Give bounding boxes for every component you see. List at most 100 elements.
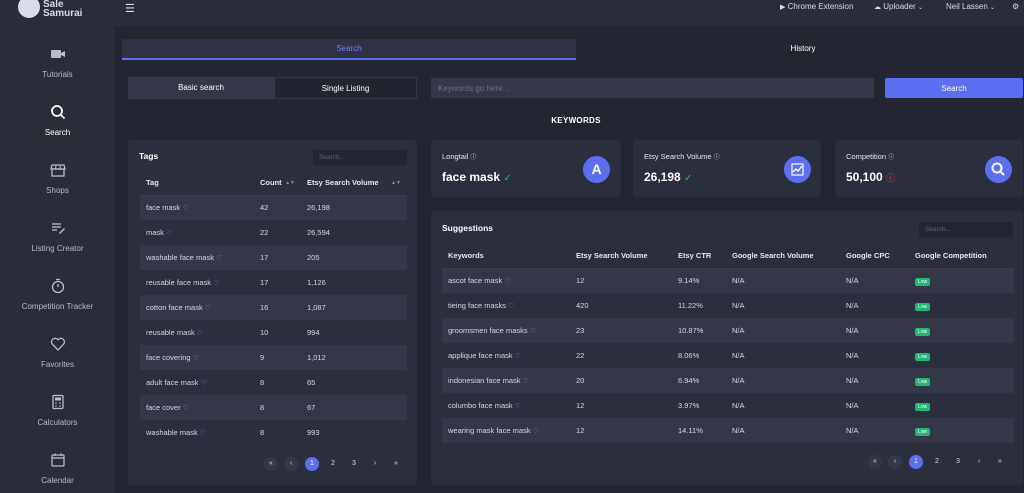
etsy-search-volume-value: 26,198 ✓ [644,170,692,184]
keyword-name: indonesian face mask [448,376,521,385]
tag-name: face mask [146,203,181,213]
column-header-count[interactable]: Count ▲▼ [254,171,301,196]
status-badge: Low [915,377,931,386]
page-button[interactable]: 2 [331,460,335,467]
volume-cell: 23 [570,318,672,343]
gear-icon[interactable]: ⚙ [1012,2,1020,11]
heart-icon[interactable]: ♡ [213,280,220,287]
google-volume-cell: N/A [726,318,840,343]
tags-title: Tags [139,151,159,161]
menu-icon[interactable]: ☰ [125,3,135,15]
sidebar-item-label: Calculators [37,418,78,427]
heart-icon[interactable]: ♡ [514,403,521,410]
suggestions-panel: Suggestions Keywords Etsy Search Volume … [431,211,1023,485]
page-button[interactable]: 3 [352,460,356,467]
column-header-etsy-search-volume[interactable]: Etsy Search Volume ▲▼ [301,171,407,196]
keyword-search-input[interactable] [431,78,874,98]
heart-icon[interactable]: ♡ [192,355,199,362]
info-icon[interactable]: ⓘ [713,155,720,161]
heart-icon[interactable]: ♡ [200,380,207,387]
prev-page-button[interactable]: ‹ [284,457,298,471]
sidebar-item-label: Competition Tracker [21,302,94,311]
column-label: Tag [146,178,159,188]
user-dropdown[interactable]: Neil Lassen ⌄ [946,2,995,11]
sidebar-item-favorites[interactable]: Favorites [0,336,115,394]
count-cell: 10 [254,320,301,345]
sidebar-item-search[interactable]: Search [0,104,115,162]
page-button[interactable]: 1 [305,457,319,471]
ctr-cell: 11.22% [672,293,726,318]
stat-value-text: 26,198 [644,170,681,184]
tab-search[interactable]: Search [122,39,576,60]
next-page-button[interactable]: › [373,460,377,467]
column-header-google-search-volume[interactable]: Google Search Volume [726,244,840,269]
tag-name: cotton face mask [146,303,203,312]
basic-search-toggle[interactable]: Basic search [128,77,274,99]
tag-cell: face covering ♡ [140,345,254,370]
heart-icon[interactable]: ♡ [182,405,189,412]
heart-icon[interactable]: ♡ [514,353,521,360]
tags-search-input[interactable] [313,150,407,165]
sort-icon: ▲▼ [391,180,401,187]
page-button[interactable]: 3 [956,458,960,465]
heart-icon[interactable]: ♡ [504,278,511,286]
first-page-button[interactable]: « [264,457,278,471]
volume-cell: 205 [301,245,407,270]
suggestions-search-input[interactable] [919,222,1013,237]
heart-icon[interactable]: ♡ [196,330,204,337]
column-header-etsy-ctr[interactable]: Etsy CTR [672,244,726,269]
heart-icon[interactable]: ♡ [215,255,223,262]
heart-icon[interactable]: ♡ [204,305,211,312]
letter-a-icon: A [583,156,610,183]
sidebar-item-calculators[interactable]: Calculators [0,394,115,452]
tag-name: washable mask [146,428,198,437]
last-page-button[interactable]: » [394,460,398,467]
prev-page-button[interactable]: ‹ [888,455,902,469]
search-icon [985,156,1012,183]
info-icon[interactable]: ⓘ [470,155,477,161]
video-icon [50,50,65,58]
search-button[interactable]: Search [885,78,1023,98]
heart-icon[interactable]: ♡ [507,303,515,310]
first-page-button[interactable]: « [868,455,882,469]
tag-cell: washable mask ♡ [140,420,254,445]
column-header-google-competition[interactable]: Google Competition [909,244,1014,269]
check-circle-icon: ✓ [684,173,693,184]
ctr-cell: 9.14% [672,268,726,293]
chrome-extension-link[interactable]: ▶ Chrome Extension [780,2,853,11]
column-header-tag[interactable]: Tag [140,171,254,196]
sidebar-item-shops[interactable]: Shops [0,162,115,220]
heart-icon[interactable]: ♡ [532,428,539,435]
heart-icon[interactable]: ♡ [199,430,206,437]
sidebar-item-listing-creator[interactable]: Listing Creator [0,220,115,278]
info-icon[interactable]: ⓘ [888,155,895,161]
google-volume-cell: N/A [726,393,840,418]
logo[interactable]: Sale Samurai [18,0,98,22]
sidebar-item-calendar[interactable]: Calendar [0,452,115,493]
keyword-cell: groomsmen face masks ♡ [442,318,570,343]
column-header-etsy-search-volume[interactable]: Etsy Search Volume [570,244,672,269]
uploader-dropdown[interactable]: ☁ Uploader ⌄ [874,2,923,11]
sidebar-item-competition-tracker[interactable]: Competition Tracker [0,278,115,336]
tag-name: face cover [146,403,181,412]
sidebar-item-tutorials[interactable]: Tutorials [0,46,115,104]
competition-cell: Low [909,368,1014,393]
page-button[interactable]: 1 [909,455,923,469]
heart-icon[interactable]: ♡ [165,230,173,237]
check-circle-icon: ✓ [503,173,512,184]
competition-cell: Low [909,393,1014,418]
logo-line2: Samurai [43,8,83,19]
column-header-google-cpc[interactable]: Google CPC [840,244,909,269]
ctr-cell: 6.94% [672,368,726,393]
column-header-keywords[interactable]: Keywords [442,244,570,269]
tag-name: face covering [146,353,191,362]
page-button[interactable]: 2 [935,458,939,465]
ctr-cell: 10.87% [672,318,726,343]
heart-icon[interactable]: ♡ [529,328,536,335]
tab-history[interactable]: History [790,44,816,53]
last-page-button[interactable]: » [998,458,1002,465]
heart-icon[interactable]: ♡ [522,378,529,385]
single-listing-toggle[interactable]: Single Listing [274,77,417,99]
heart-icon[interactable]: ♡ [182,205,189,213]
next-page-button[interactable]: › [977,458,981,465]
